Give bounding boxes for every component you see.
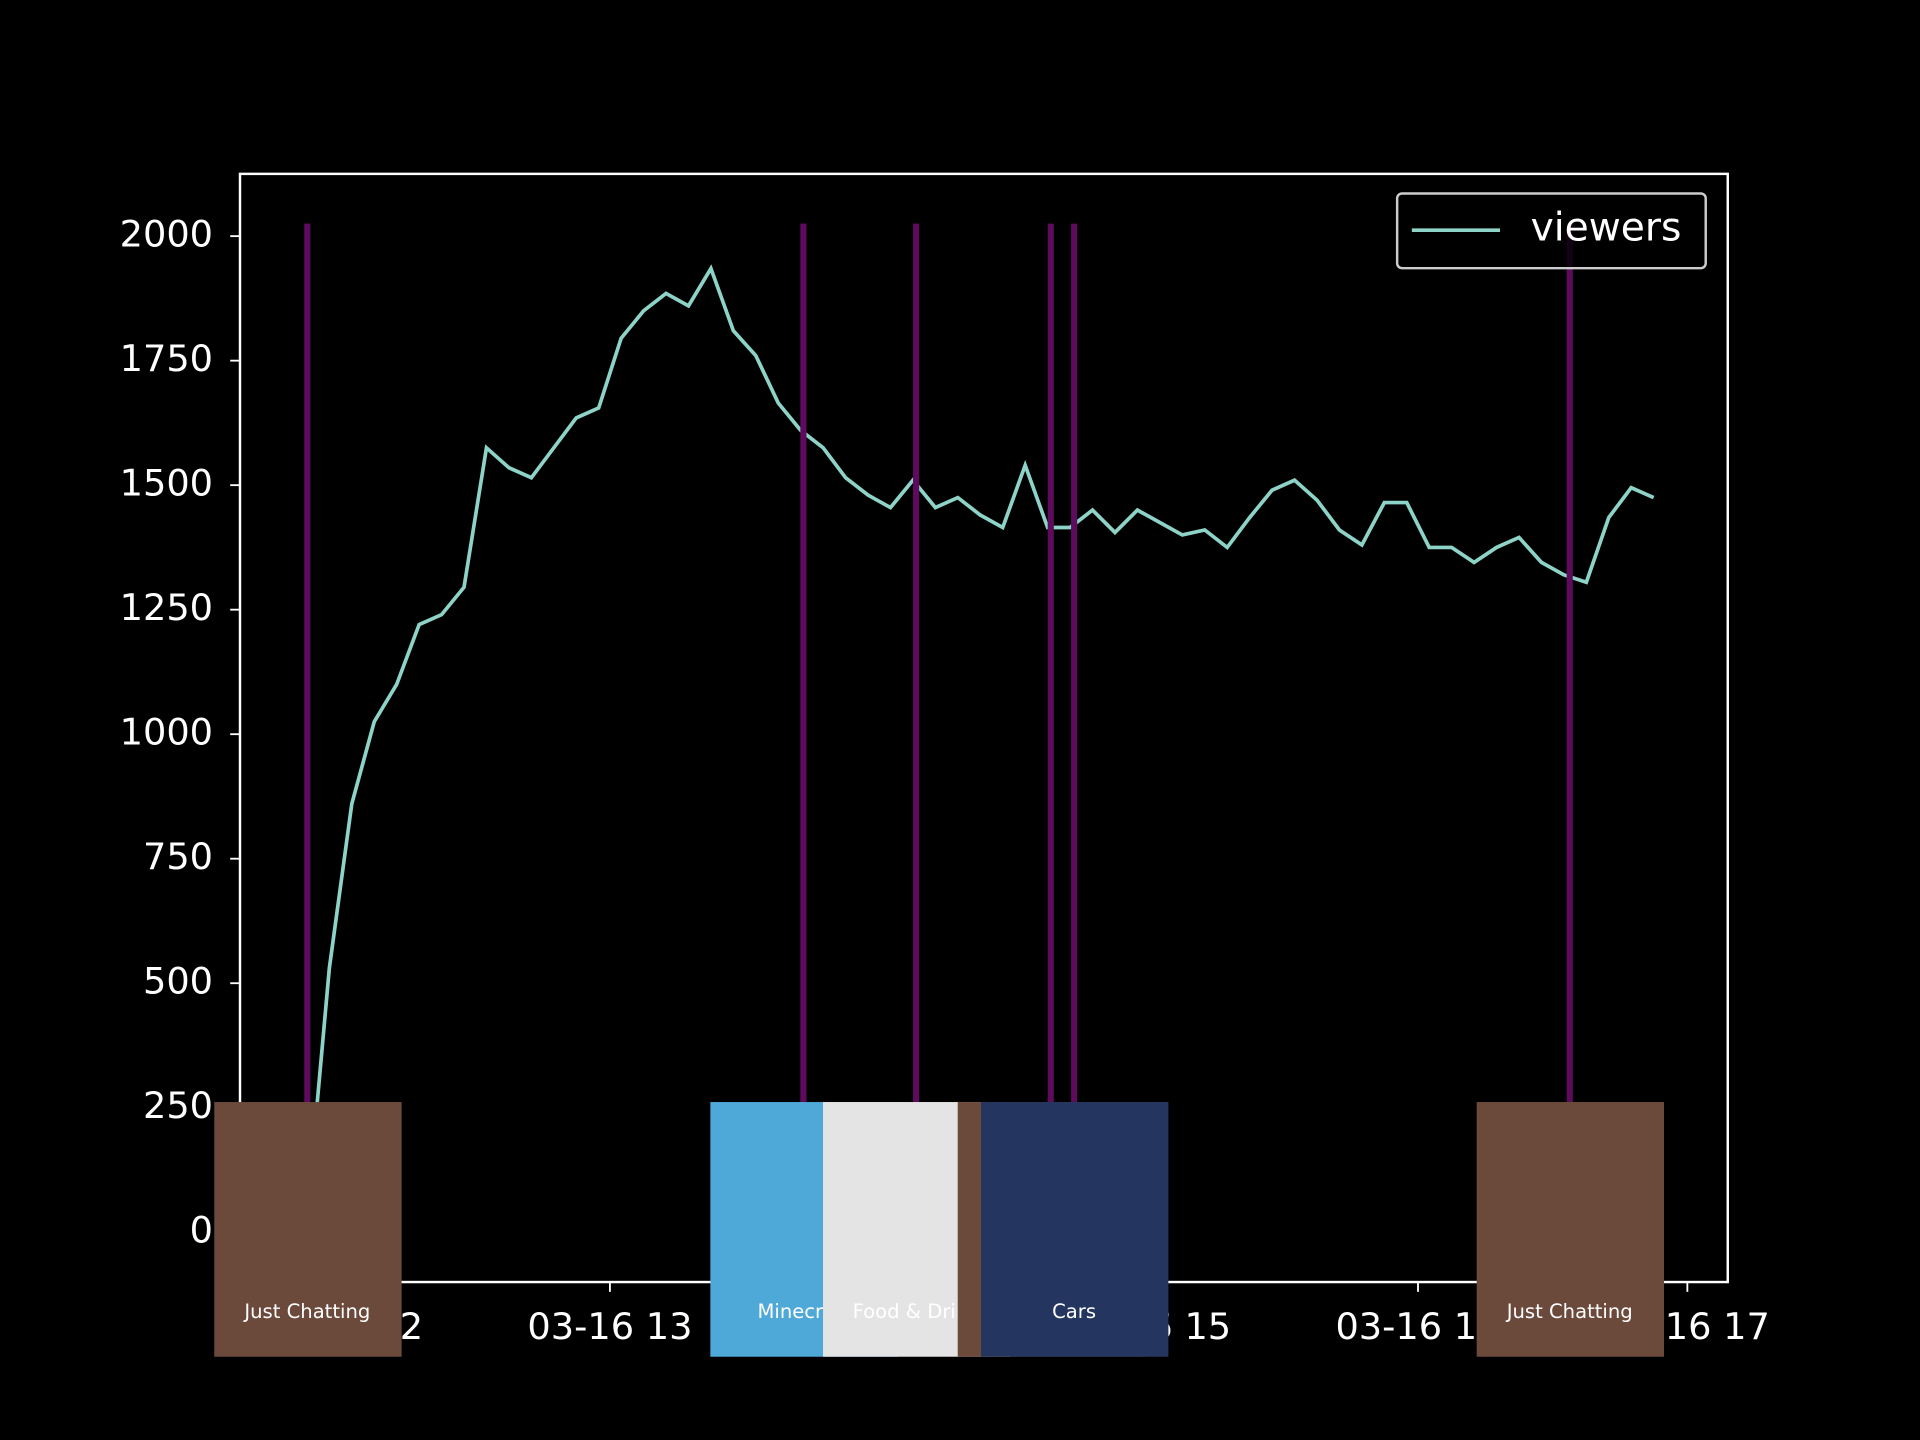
- x-tick-label: 03-16 16: [1335, 1305, 1500, 1348]
- category-thumbnail: [981, 1102, 1169, 1357]
- legend-box: [1395, 192, 1707, 270]
- thumbnail-label: Just Chatting: [1505, 1300, 1633, 1323]
- y-tick-label: 750: [143, 835, 213, 878]
- y-tick-label: 250: [143, 1084, 213, 1127]
- x-tick-label: 03-16 13: [527, 1305, 692, 1348]
- thumbnail-label: Just Chatting: [242, 1300, 370, 1323]
- category-thumbnail: [1476, 1102, 1665, 1357]
- y-tick-label: 1250: [120, 586, 213, 629]
- category-thumbnail: [214, 1102, 402, 1357]
- y-tick-label: 0: [190, 1209, 213, 1252]
- y-tick-label: 500: [143, 960, 213, 1003]
- thumbnail-label: Cars: [1052, 1300, 1096, 1323]
- thumbnail-label: Food & Drink: [853, 1300, 981, 1323]
- y-tick-label: 1500: [120, 462, 213, 505]
- y-tick-label: 1000: [120, 711, 213, 754]
- y-tick-label: 1750: [120, 337, 213, 380]
- series-line: [305, 264, 1655, 1218]
- y-tick-label: 2000: [120, 213, 213, 256]
- legend-label: viewers: [1531, 206, 1682, 251]
